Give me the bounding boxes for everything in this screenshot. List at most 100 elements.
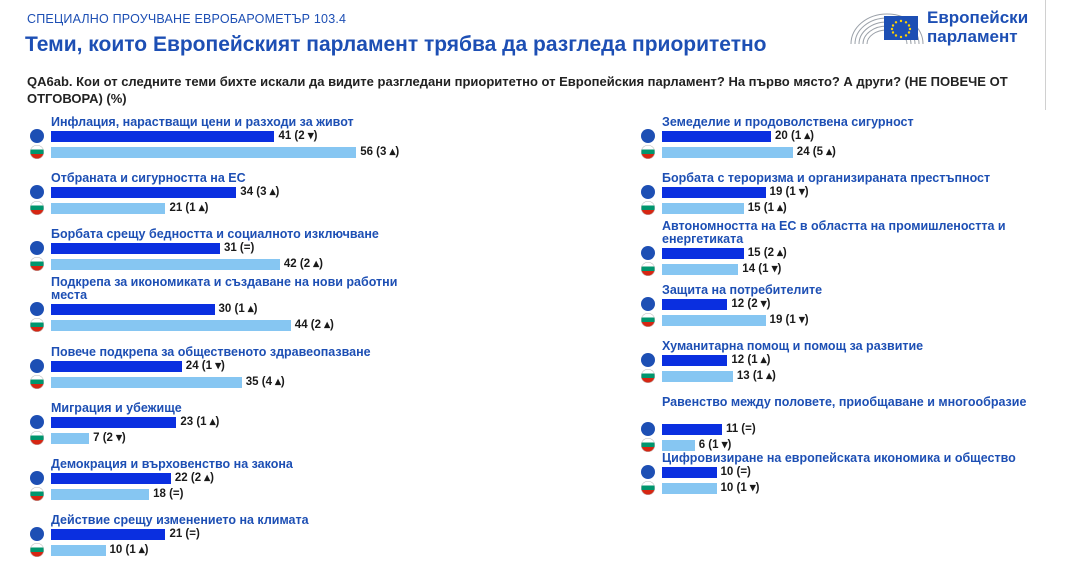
bulgaria-flag-icon [641, 262, 655, 276]
bg-value-label: 35 (4 ▴) [245, 376, 285, 388]
chart-item: Борбата срещу бедността и социалното изк… [30, 226, 450, 282]
eu-bar [51, 417, 177, 428]
eu-flag-icon [884, 16, 918, 40]
eu-marker-icon [641, 297, 655, 311]
category-label: Борбата с тероризма и организираната пре… [662, 171, 991, 185]
bg-bar [51, 489, 150, 500]
bulgaria-flag-icon [30, 431, 44, 445]
bulgaria-flag-icon [641, 201, 655, 215]
bg-value-label: 42 (2 ▴) [283, 258, 323, 270]
chart-item: Демокрация и върховенство на закона 22 (2… [30, 456, 450, 512]
chart-item: Земеделие и продоволствена сигурност 20 (… [641, 114, 1061, 170]
chart-item: Действие срещу изменението на климата 21 … [30, 512, 450, 568]
eu-bar [662, 248, 744, 259]
eu-marker-icon [30, 527, 44, 541]
bg-bar [662, 203, 744, 214]
eu-value-label: 34 (3 ▴) [240, 186, 280, 198]
eu-value-label: 24 (1 ▾) [185, 360, 225, 372]
bg-bar [51, 147, 357, 158]
bg-bar [662, 264, 739, 275]
bg-value-label: 15 (1 ▴) [747, 202, 787, 214]
category-label: Цифровизиране на европейската икономика … [662, 451, 1016, 465]
chart-item: Подкрепа за икономиката и създаване на н… [30, 274, 450, 332]
eu-value-label: 31 (=) [223, 242, 255, 254]
bg-bar [662, 440, 695, 451]
page-title: Теми, които Европейският парламент трябв… [25, 33, 767, 56]
eu-bar [51, 529, 166, 540]
question-line-1: QA6ab. Кои от следните теми бихте искали… [27, 74, 1008, 89]
bulgaria-flag-icon [30, 487, 44, 501]
eu-marker-icon [641, 129, 655, 143]
chart-item: Равенство между половете, приобщаване и … [641, 394, 1061, 452]
eu-value-label: 19 (1 ▾) [769, 186, 809, 198]
eu-bar [51, 473, 171, 484]
bg-value-label: 10 (1 ▴) [109, 544, 149, 556]
eu-marker-icon [641, 353, 655, 367]
bulgaria-flag-icon [641, 481, 655, 495]
bg-value-label: 18 (=) [153, 488, 184, 500]
eu-value-label: 15 (2 ▴) [747, 247, 787, 259]
category-label: Отбраната и сигурността на ЕС [51, 171, 246, 185]
category-label: Действие срещу изменението на климата [51, 513, 309, 527]
bulgaria-flag-icon [30, 257, 44, 271]
eu-value-label: 11 (=) [725, 423, 756, 435]
bg-value-label: 19 (1 ▾) [769, 314, 809, 326]
category-label: Земеделие и продоволствена сигурност [662, 115, 914, 129]
eu-marker-icon [641, 185, 655, 199]
bg-value-label: 6 (1 ▾) [698, 439, 732, 451]
bg-value-label: 13 (1 ▴) [736, 370, 776, 382]
bulgaria-flag-icon [641, 145, 655, 159]
logo-line-2: парламент [927, 27, 1018, 46]
eu-bar [662, 187, 766, 198]
bg-bar [51, 545, 106, 556]
bg-value-label: 21 (1 ▴) [169, 202, 209, 214]
bg-value-label: 10 (1 ▾) [720, 482, 760, 494]
bg-bar [662, 371, 733, 382]
eu-marker-icon [30, 359, 44, 373]
bulgaria-flag-icon [641, 313, 655, 327]
bulgaria-flag-icon [30, 375, 44, 389]
eu-bar [662, 355, 728, 366]
eu-marker-icon [30, 302, 44, 316]
eu-marker-icon [30, 471, 44, 485]
eu-value-label: 22 (2 ▴) [174, 472, 214, 484]
european-parliament-logo: Европейски парламент [847, 4, 1047, 48]
category-label: Автономността на ЕС в областта на промиш… [662, 219, 1006, 246]
logo-text: Европейски парламент [927, 8, 1028, 46]
chart-item: Хуманитарна помощ и помощ за развитие 12 … [641, 338, 1061, 394]
header-divider [1045, 0, 1046, 110]
eu-bar [51, 243, 220, 254]
bulgaria-flag-icon [30, 318, 44, 332]
bg-value-label: 44 (2 ▴) [294, 319, 334, 331]
bg-bar [662, 483, 717, 494]
eu-value-label: 30 (1 ▴) [218, 303, 258, 315]
survey-kicker: СПЕЦИАЛНО ПРОУЧВАНЕ ЕВРОБАРОМЕТЪР 103.4 [27, 12, 347, 26]
category-label: Борбата срещу бедността и социалното изк… [51, 227, 379, 241]
eu-bar [662, 424, 722, 435]
bulgaria-flag-icon [641, 438, 655, 452]
category-label: Подкрепа за икономиката и създаване на н… [51, 275, 398, 302]
eu-marker-icon [30, 129, 44, 143]
chart-item: Цифровизиране на европейската икономика … [641, 450, 1061, 506]
bg-value-label: 24 (5 ▴) [796, 146, 836, 158]
logo-line-1: Европейски [927, 8, 1029, 27]
eu-value-label: 12 (2 ▾) [731, 298, 771, 310]
bg-bar [662, 147, 793, 158]
bg-value-label: 7 (2 ▾) [93, 432, 126, 444]
bg-bar [51, 433, 90, 444]
bulgaria-flag-icon [641, 369, 655, 383]
question-line-2: ОТГОВОРА) (%) [27, 91, 127, 106]
bulgaria-flag-icon [30, 145, 44, 159]
bulgaria-flag-icon [30, 543, 44, 557]
bg-bar [51, 320, 291, 331]
eu-bar [51, 131, 275, 142]
chart-item: Защита на потребителите 12 (2 ▾) 19 (1 ▾) [641, 282, 1061, 338]
eu-bar [662, 299, 728, 310]
eu-value-label: 21 (=) [169, 528, 200, 540]
eu-value-label: 41 (2 ▾) [278, 130, 318, 142]
chart-item: Повече подкрепа за общественото здравеоп… [30, 344, 450, 400]
chart-item: Инфлация, нарастващи цени и разходи за ж… [30, 114, 450, 170]
eu-bar [662, 467, 717, 478]
chart-item: Автономността на ЕС в областта на промиш… [641, 218, 1061, 276]
category-label: Инфлация, нарастващи цени и разходи за ж… [51, 115, 354, 129]
